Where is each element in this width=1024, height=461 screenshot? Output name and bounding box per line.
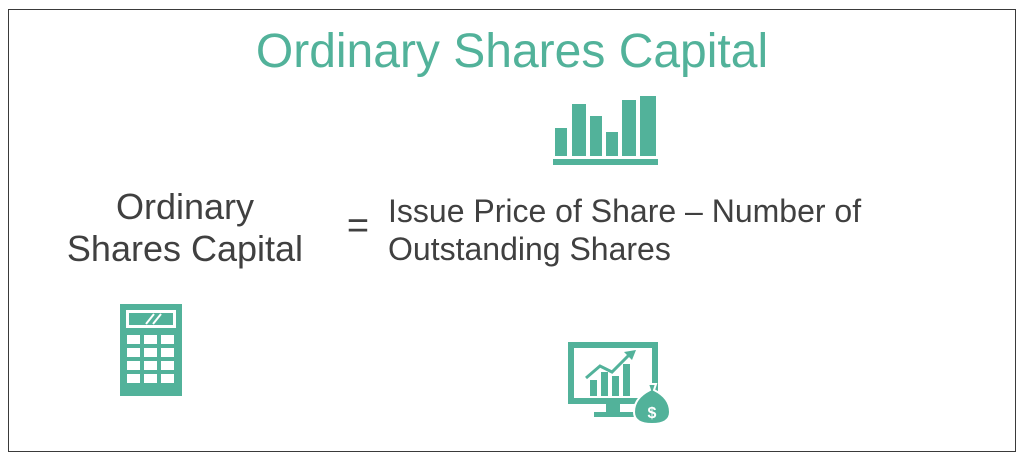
formula-lhs-line-2: Shares Capital (66, 228, 304, 269)
formula-rhs: Issue Price of Share – Number of Outstan… (388, 192, 1008, 268)
dollar-sign: $ (648, 405, 657, 422)
formula-lhs: Ordinary Shares Capital (20, 186, 350, 270)
formula-rhs-line-2: Outstanding Shares (388, 231, 671, 267)
formula-rhs-line-1: Issue Price of Share – Number of (388, 193, 862, 229)
diagram-title: Ordinary Shares Capital (255, 25, 769, 78)
calculator-icon (120, 304, 182, 396)
formula-lhs-line-1: Ordinary (115, 186, 255, 227)
equals-sign: = (346, 205, 370, 247)
bar-chart-icon (553, 96, 658, 165)
monitor-growth-money-bag-icon: $ (568, 342, 672, 426)
